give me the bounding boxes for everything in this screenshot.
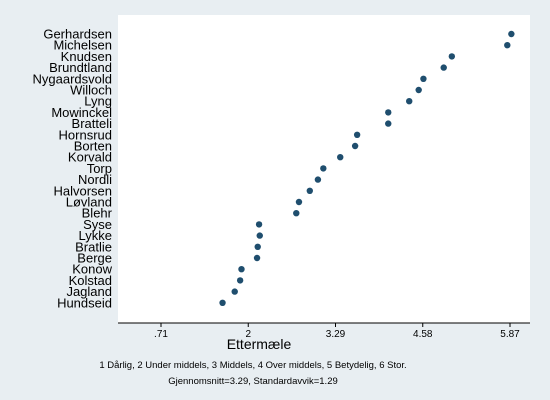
chart-note-stats: Gjennomsnitt=3.29, Standardavvik=1.29	[168, 376, 338, 387]
category-label: Halvorsen	[53, 183, 112, 198]
category-label: Gerhardsen	[43, 27, 112, 42]
data-point	[255, 221, 263, 228]
data-point	[238, 266, 245, 273]
data-point	[406, 98, 413, 105]
category-label: Blehr	[82, 206, 113, 221]
category-label: Bratlie	[75, 239, 112, 254]
data-point	[253, 254, 261, 262]
category-label: Mowinckel	[51, 105, 112, 120]
category-label: Konow	[72, 262, 112, 277]
category-labels: GerhardsenMichelsenKnudsenBrundtlandNyga…	[33, 27, 113, 311]
category-label: Syse	[83, 217, 112, 232]
category-label: Nordli	[78, 172, 112, 187]
category-label: Brundtland	[49, 60, 112, 75]
data-point	[306, 187, 313, 194]
data-point	[508, 30, 515, 38]
x-tick-label: .71	[154, 329, 168, 340]
category-label: Knudsen	[61, 49, 112, 64]
data-point	[448, 53, 456, 60]
data-point	[351, 142, 359, 150]
category-label: Jagland	[66, 284, 112, 299]
x-tick-label: 5.87	[500, 329, 520, 340]
data-point	[353, 131, 361, 138]
category-label: Kolstad	[69, 273, 112, 288]
category-label: Hornsrud	[59, 127, 112, 142]
category-label: Willoch	[70, 83, 112, 98]
data-point	[440, 64, 447, 71]
data-point	[385, 109, 392, 116]
data-point	[504, 42, 511, 49]
data-point	[256, 232, 263, 239]
category-label: Berge	[77, 251, 112, 266]
data-point	[295, 198, 303, 206]
data-point	[420, 75, 427, 83]
category-label: Michelsen	[53, 38, 112, 53]
x-axis-title: Ettermæle	[227, 336, 292, 352]
category-label: Lyng	[84, 94, 112, 109]
data-point	[236, 277, 244, 284]
category-label: Korvald	[68, 150, 112, 165]
x-tick-label: 4.58	[413, 329, 433, 340]
data-point	[385, 120, 392, 127]
data-point	[415, 86, 422, 94]
category-label: Bratteli	[72, 116, 113, 131]
data-point	[320, 165, 327, 172]
chart-note-scale: 1 Dårlig, 2 Under middels, 3 Middels, 4 …	[99, 360, 406, 371]
x-tick-label: 3.29	[326, 329, 346, 340]
category-label: Nygaardsvold	[33, 71, 113, 86]
data-point	[254, 243, 261, 250]
x-tick-label: 2	[245, 329, 251, 340]
data-point	[314, 176, 322, 183]
data-point	[231, 288, 238, 295]
data-point	[219, 299, 226, 306]
data-points	[219, 30, 515, 306]
category-label: Torp	[87, 161, 112, 176]
x-axis-ticks: .71 2 3.29 4.58 5.87	[154, 323, 520, 340]
category-label: Løvland	[66, 195, 112, 210]
category-label: Hundseid	[57, 295, 112, 310]
data-point	[293, 210, 300, 217]
data-point	[337, 154, 344, 161]
category-label: Borten	[74, 139, 112, 154]
category-label: Lykke	[79, 228, 112, 243]
